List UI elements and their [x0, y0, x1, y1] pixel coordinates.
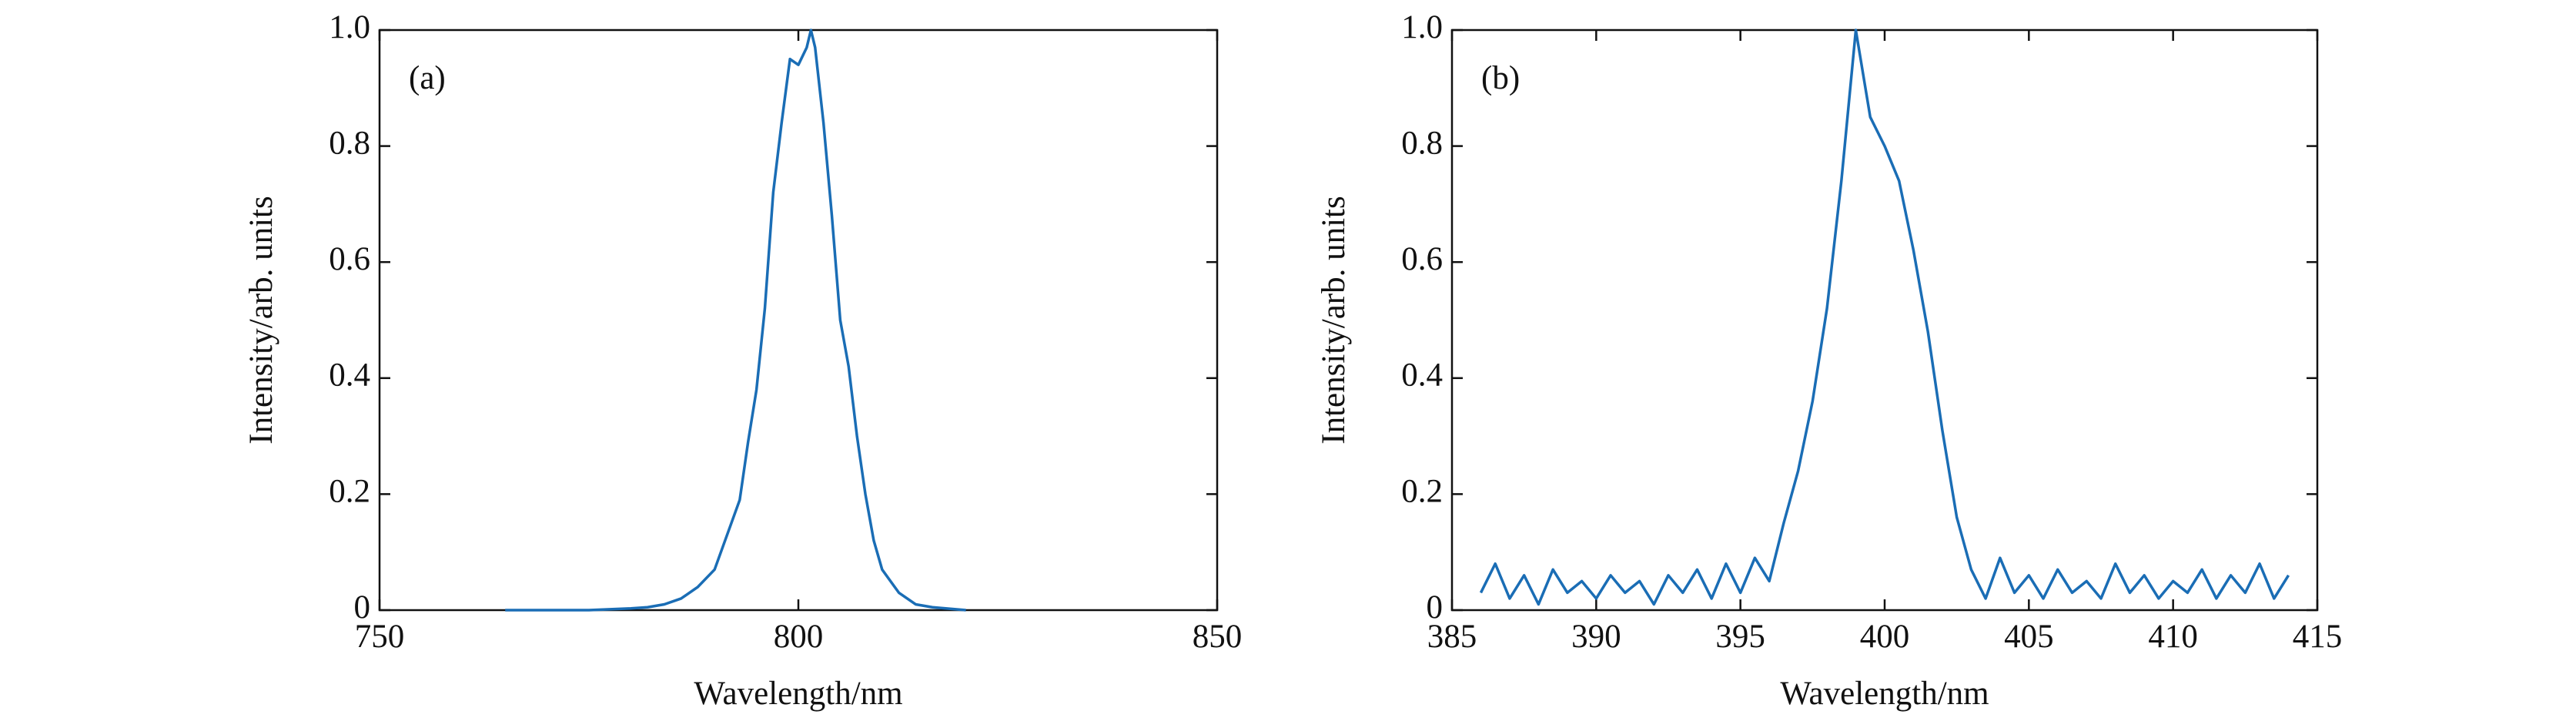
spectrum-line [1479, 29, 2290, 606]
y-tick-label: 1.0 [1401, 9, 1443, 45]
x-axis-label: Wavelength/nm [1780, 676, 1989, 712]
y-tick-label: 1.0 [329, 9, 370, 45]
x-tick-label: 405 [2004, 619, 2054, 655]
x-tick-label: 395 [1715, 619, 1765, 655]
y-tick-label: 0.2 [329, 473, 370, 509]
y-tick-label: 0.6 [1401, 241, 1443, 277]
x-tick-label: 415 [2293, 619, 2343, 655]
y-tick-label: 0 [1427, 589, 1444, 626]
y-axis-label: Intensity/arb. units [1316, 196, 1352, 444]
x-axis-label: Wavelength/nm [694, 676, 902, 712]
x-tick-label: 750 [355, 619, 405, 655]
y-tick-label: 0 [354, 589, 371, 626]
x-tick-label: 850 [1193, 619, 1243, 655]
y-tick-label: 0.2 [1401, 473, 1443, 509]
x-tick-label: 390 [1571, 619, 1621, 655]
panel-label: (a) [409, 60, 446, 96]
y-tick-label: 0.8 [329, 125, 370, 161]
y-tick-label: 0.8 [1401, 125, 1443, 161]
x-tick-label: 800 [774, 619, 824, 655]
y-tick-label: 0.4 [1401, 357, 1443, 394]
x-tick-label: 400 [1860, 619, 1910, 655]
spectrum-line [505, 29, 966, 612]
panel-label: (b) [1481, 60, 1520, 96]
y-tick-label: 0.6 [329, 241, 370, 277]
plot-frame [1450, 29, 2319, 612]
y-tick-label: 0.4 [329, 357, 370, 394]
plot-frame [378, 29, 1219, 612]
x-tick-label: 385 [1427, 619, 1477, 655]
x-tick-label: 410 [2148, 619, 2198, 655]
y-axis-label: Intensity/arb. units [243, 196, 279, 444]
